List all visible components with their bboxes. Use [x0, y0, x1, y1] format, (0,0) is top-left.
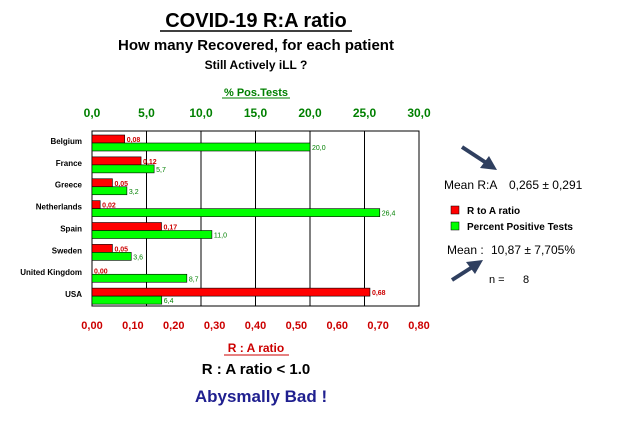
bar-label-ra: 0,12	[143, 159, 157, 166]
top-tick-label: 5,0	[138, 106, 155, 120]
bar-label-ra: 0,17	[163, 225, 177, 232]
bar-pos	[91, 208, 381, 217]
subtitle-1: How many Recovered, for each patient	[118, 37, 394, 54]
category-label: USA	[65, 290, 82, 299]
pos-mean-value: 10,87 ± 7,705%	[491, 243, 575, 257]
ra-mean-label: Mean R:A	[444, 178, 497, 192]
footer-ratio: R : A ratio < 1.0	[202, 361, 311, 378]
category-label: Netherlands	[36, 203, 83, 212]
bar-ra	[91, 178, 113, 188]
category-label: France	[56, 159, 83, 168]
bottom-tick-label: 0,20	[163, 320, 184, 332]
legend-swatch-ra	[450, 205, 460, 215]
bar-pos	[91, 142, 311, 152]
bar-label-pos: 11,0	[214, 233, 227, 240]
bar-pos	[91, 295, 163, 305]
bar-ra	[91, 287, 371, 297]
top-tick-label: 0,0	[84, 106, 101, 120]
bar-label-pos: 20,0	[312, 145, 326, 152]
category-label: Spain	[60, 224, 82, 233]
bars	[91, 134, 381, 305]
bar-pos	[91, 273, 188, 283]
top-tick-label: 15,0	[244, 106, 268, 120]
bottom-tick-label: 0,00	[81, 320, 102, 332]
bottom-tick-label: 0,10	[122, 320, 143, 332]
subtitle-2: Still Actively iLL ?	[205, 58, 308, 72]
top-tick-label: 10,0	[189, 106, 213, 120]
top-tick-label: 30,0	[407, 106, 431, 120]
grid-lines	[146, 131, 365, 306]
bar-labels: 0,0820,00,125,70,053,20,0226,40,1711,00,…	[94, 137, 395, 305]
footer-verdict: Abysmally Bad !	[195, 387, 327, 406]
category-label: Greece	[55, 181, 83, 190]
bottom-tick-label: 0,30	[204, 320, 225, 332]
n-value: 8	[523, 274, 529, 286]
bar-label-pos: 3,2	[129, 189, 139, 196]
top-tick-label: 25,0	[353, 106, 377, 120]
bar-label-pos: 8,7	[189, 276, 199, 283]
n-label: n =	[489, 274, 505, 286]
bottom-tick-label: 0,80	[408, 320, 429, 332]
bar-label-ra: 0,02	[102, 203, 116, 210]
legend-label-ra: R to A ratio	[467, 206, 520, 217]
top-axis-label: % Pos.Tests	[224, 87, 288, 99]
arrow-icon	[450, 260, 483, 282]
category-label: United Kingdom	[20, 268, 82, 277]
legend-swatch-pos	[450, 221, 460, 231]
bar-label-pos: 3,6	[133, 254, 143, 261]
bar-pos	[91, 186, 128, 196]
bar-pos	[91, 252, 132, 261]
bottom-tick-label: 0,60	[327, 320, 348, 332]
bar-label-pos: 6,4	[164, 298, 174, 305]
bottom-tick-label: 0,70	[367, 320, 388, 332]
arrow-icon	[460, 145, 497, 170]
ra-mean-value: 0,265 ± 0,291	[509, 178, 583, 192]
bar-ra	[91, 134, 126, 144]
legend-label-pos: Percent Positive Tests	[467, 222, 573, 233]
top-axis-ticks: 0,0 5,0 10,0 15,0 20,0 25,0 30,0	[84, 106, 431, 120]
bar-ra	[91, 222, 162, 231]
bar-ra	[91, 244, 113, 253]
bar-label-ra: 0,08	[127, 137, 141, 144]
page-title: COVID-19 R:A ratio	[165, 10, 347, 32]
pos-mean-label: Mean :	[447, 243, 484, 257]
bar-label-pos: 5,7	[156, 167, 166, 174]
bar-label-ra: 0,05	[114, 181, 128, 188]
bar-label-ra: 0,05	[114, 246, 128, 253]
bar-ra	[91, 200, 101, 209]
top-tick-label: 20,0	[298, 106, 322, 120]
bottom-tick-label: 0,40	[245, 320, 266, 332]
bar-label-ra: 0,00	[94, 268, 108, 275]
bar-pos	[91, 164, 155, 174]
bottom-tick-label: 0,50	[286, 320, 307, 332]
bar-ra	[91, 156, 142, 166]
category-labels: Belgium France Greece Netherlands Spain Swede…	[20, 137, 82, 299]
bottom-axis-label: R : A ratio	[228, 341, 284, 355]
bar-pos	[91, 230, 213, 239]
bottom-axis-ticks: 0,00 0,10 0,20 0,30 0,40 0,50 0,60 0,70 0,80	[81, 320, 429, 332]
bar-label-ra: 0,68	[372, 290, 386, 297]
category-label: Belgium	[50, 137, 82, 146]
category-label: Sweden	[52, 246, 82, 255]
bar-label-pos: 26,4	[382, 211, 396, 218]
